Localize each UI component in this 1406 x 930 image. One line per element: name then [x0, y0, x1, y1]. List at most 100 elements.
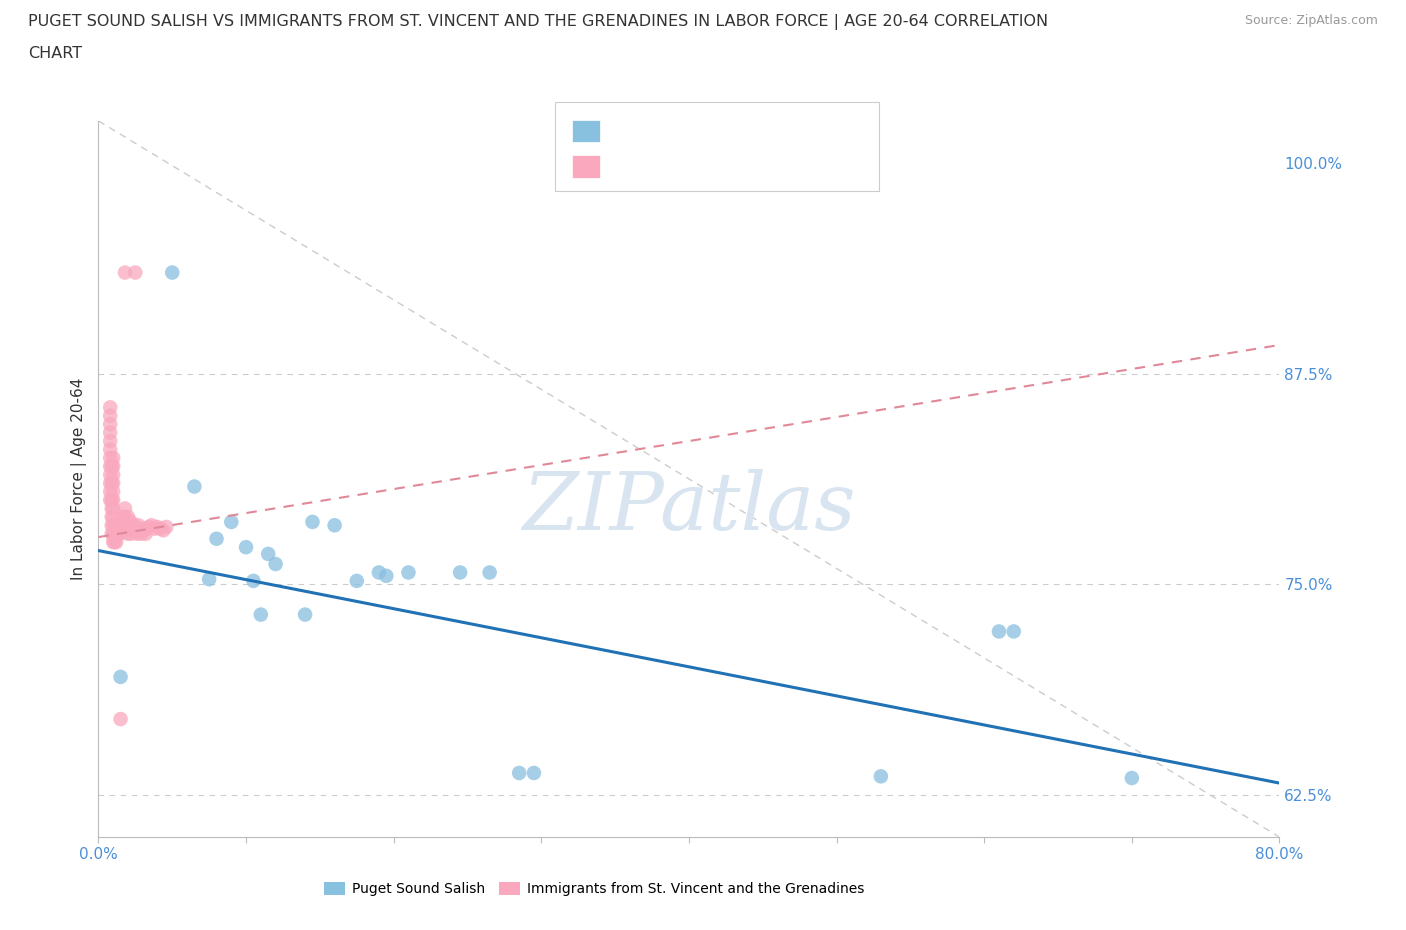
Point [100, 518, 122, 533]
Point [103, 535, 125, 550]
Point [105, 526, 128, 541]
Point [100, 510, 122, 525]
Point [152, 523, 174, 538]
Point [103, 476, 125, 491]
Point [114, 265, 136, 280]
Point [104, 535, 127, 550]
Point [105, 535, 128, 550]
Point [98, 433, 121, 448]
Point [1121, 771, 1143, 786]
Point [162, 265, 183, 280]
Point [122, 518, 145, 533]
Point [264, 556, 287, 571]
Point [117, 526, 139, 541]
Point [183, 479, 205, 494]
Point [141, 518, 163, 533]
Point [398, 565, 420, 580]
Point [155, 520, 177, 535]
Point [103, 510, 125, 525]
Point [138, 520, 160, 535]
Point [111, 518, 134, 533]
Point [104, 518, 127, 533]
Point [118, 518, 141, 533]
Point [508, 765, 530, 780]
Point [1002, 624, 1025, 639]
Text: 0.159: 0.159 [655, 153, 707, 170]
Point [346, 574, 368, 589]
Text: -0.296: -0.296 [655, 117, 713, 135]
Point [135, 526, 157, 541]
Point [134, 523, 156, 538]
Point [205, 531, 228, 546]
Legend: Puget Sound Salish, Immigrants from St. Vincent and the Grenadines: Puget Sound Salish, Immigrants from St. … [319, 877, 870, 902]
Text: R =: R = [607, 117, 641, 135]
Point [242, 574, 264, 589]
Point [98, 408, 121, 423]
Point [198, 572, 221, 587]
Point [98, 467, 121, 482]
Text: R =: R = [607, 153, 641, 170]
Point [323, 518, 346, 533]
Text: ZIPatlas: ZIPatlas [522, 469, 856, 546]
Point [103, 485, 125, 499]
Point [117, 518, 139, 533]
Point [124, 265, 146, 280]
Text: N =: N = [725, 117, 759, 135]
Point [250, 607, 273, 622]
Point [375, 568, 398, 583]
Point [105, 518, 128, 533]
Point [870, 769, 893, 784]
Point [128, 523, 150, 538]
Point [100, 476, 122, 491]
Point [114, 501, 136, 516]
Point [112, 510, 135, 525]
Point [110, 526, 132, 541]
Point [98, 458, 121, 473]
Point [149, 521, 172, 536]
Point [125, 526, 148, 541]
Text: PUGET SOUND SALISH VS IMMIGRANTS FROM ST. VINCENT AND THE GRENADINES IN LABOR FO: PUGET SOUND SALISH VS IMMIGRANTS FROM ST… [28, 14, 1049, 30]
Point [235, 539, 257, 554]
Point [103, 526, 125, 541]
Point [107, 518, 129, 533]
Point [257, 547, 280, 562]
Point [100, 493, 122, 508]
Point [98, 450, 121, 465]
Point [98, 417, 121, 432]
Point [104, 526, 127, 541]
Point [294, 607, 316, 622]
Point [143, 521, 166, 536]
Point [110, 670, 132, 684]
Text: Source: ZipAtlas.com: Source: ZipAtlas.com [1244, 14, 1378, 27]
Text: CHART: CHART [28, 46, 82, 61]
Point [146, 520, 169, 535]
Point [523, 765, 546, 780]
Point [120, 526, 142, 541]
Point [103, 467, 125, 482]
Point [478, 565, 501, 580]
Point [368, 565, 391, 580]
Point [136, 521, 159, 536]
Point [110, 711, 132, 726]
Point [98, 493, 121, 508]
Point [100, 501, 122, 516]
Y-axis label: In Labor Force | Age 20-64: In Labor Force | Age 20-64 [72, 378, 87, 580]
Point [103, 458, 125, 473]
Point [120, 514, 142, 529]
Point [114, 510, 136, 525]
Text: N =: N = [725, 153, 759, 170]
Point [98, 485, 121, 499]
Point [117, 510, 139, 525]
Point [129, 526, 152, 541]
Point [98, 442, 121, 457]
Text: 71: 71 [768, 153, 790, 170]
Point [98, 425, 121, 440]
Point [103, 501, 125, 516]
Point [221, 514, 243, 529]
Point [103, 450, 125, 465]
Point [301, 514, 323, 529]
Point [114, 518, 136, 533]
Point [127, 518, 149, 533]
Point [121, 523, 143, 538]
Point [98, 476, 121, 491]
